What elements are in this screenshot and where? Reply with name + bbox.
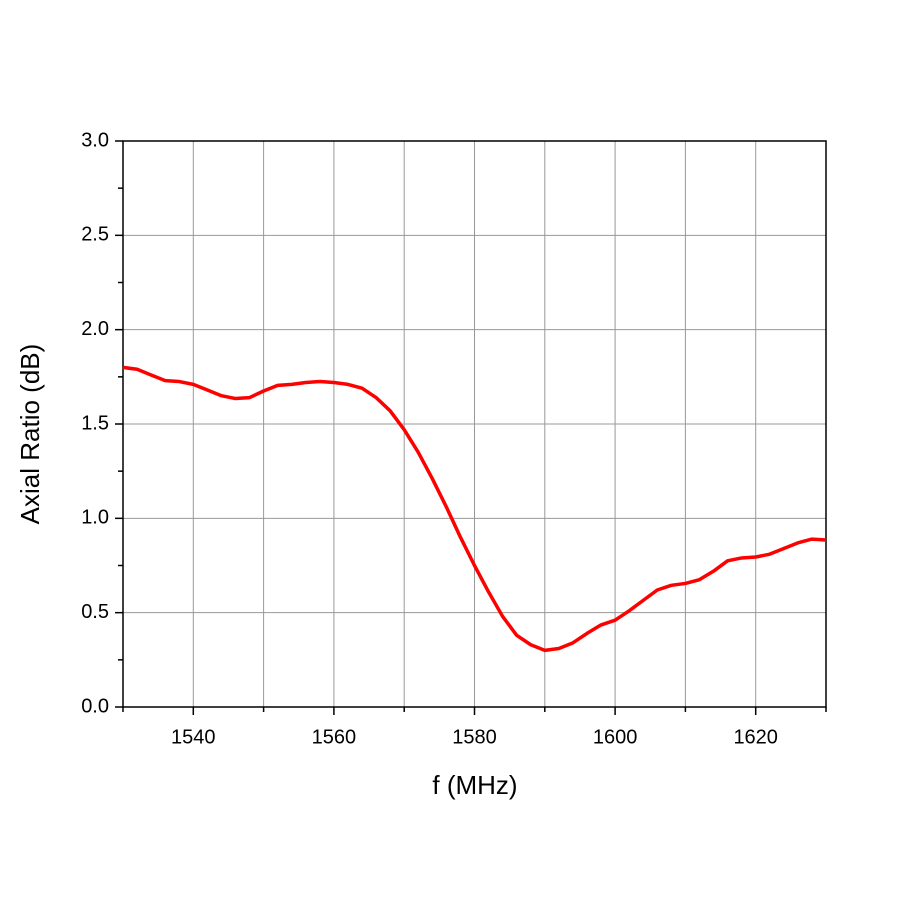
x-tick-label: 1540 — [171, 726, 216, 748]
data-line — [122, 365, 827, 653]
x-tick-label: 1560 — [312, 726, 357, 748]
plot-frame — [122, 140, 827, 708]
y-tick-label: 1.0 — [81, 507, 109, 529]
y-tick-label: 1.5 — [81, 412, 109, 434]
y-tick-label: 0.0 — [81, 695, 109, 717]
x-tick-label: 1580 — [452, 726, 497, 748]
y-axis-title: Axial Ratio (dB) — [15, 344, 45, 525]
y-tick-label: 0.5 — [81, 601, 109, 623]
x-tick-label: 1600 — [593, 726, 638, 748]
y-tick-label: 3.0 — [81, 129, 109, 151]
x-tick-label: 1620 — [733, 726, 778, 748]
x-axis-title: f (MHz) — [432, 770, 517, 800]
y-tick-label: 2.0 — [81, 318, 109, 340]
y-tick-label: 2.5 — [81, 224, 109, 246]
